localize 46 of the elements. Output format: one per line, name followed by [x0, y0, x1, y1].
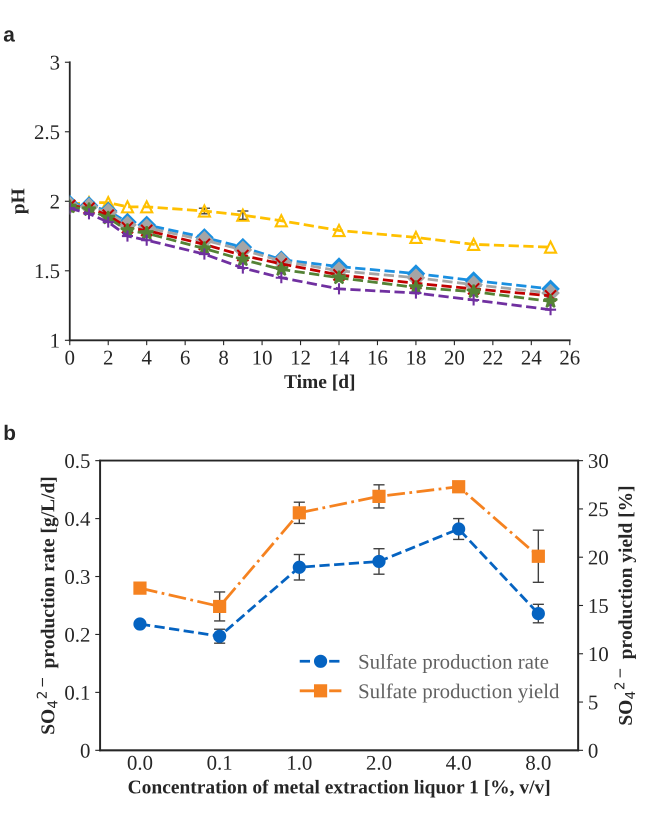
- x-tick-label: 10: [253, 350, 272, 365]
- y2-tick-label: 20: [588, 550, 608, 565]
- x-tick-label: 18: [407, 350, 426, 365]
- y-tick-label: 0.3: [65, 570, 90, 584]
- x-tick-label: 16: [368, 350, 388, 365]
- x-axis-title: Time [d]: [284, 374, 354, 391]
- y-axis-title: SO$_{4}$$^{2−}$ production rate [g/L/d]: [36, 478, 58, 734]
- x-tick-label: 12: [292, 350, 310, 364]
- x-tick-label: 26: [560, 350, 580, 365]
- y2-tick-label: 5: [589, 696, 598, 710]
- x-tick-label: 1.0: [288, 756, 312, 770]
- x-tick-label: 8: [219, 350, 228, 365]
- y-tick-label: 2: [50, 194, 59, 209]
- y2-axis-title: SO$_{4}$$^{2−}$ production yield [%]: [614, 486, 636, 725]
- chart-title: a: [4, 30, 15, 42]
- x-tick-label: 20: [444, 350, 464, 365]
- y-tick-label: 1.5: [36, 264, 60, 278]
- legend-label: Sulfate production rate: [359, 654, 548, 674]
- x-tick-label: 24: [522, 350, 542, 364]
- y-tick-label: 0.2: [65, 628, 90, 642]
- x-tick-label: 4.0: [446, 756, 471, 770]
- legend-label: Sulfate production yield: [359, 683, 560, 703]
- y2-tick-label: 25: [588, 502, 608, 516]
- x-tick-label: 4: [142, 350, 152, 364]
- x-tick-label: 6: [180, 350, 190, 365]
- y-tick-label: 2.5: [34, 125, 60, 140]
- y-tick-label: 0: [80, 744, 90, 758]
- x-tick-label: 14: [330, 350, 350, 364]
- x-tick-label: 2: [104, 350, 112, 364]
- y2-tick-label: 0: [588, 744, 598, 758]
- y2-tick-label: 15: [590, 598, 608, 613]
- chart-title: b: [4, 424, 16, 440]
- y-tick-label: 3: [50, 56, 60, 70]
- x-tick-label: 0.1: [207, 756, 232, 770]
- y2-tick-label: 30: [588, 454, 608, 468]
- y2-tick-label: 10: [590, 647, 608, 662]
- x-tick-label: 22: [483, 350, 502, 364]
- x-axis-title: Concentration of metal extraction liquor 1 [%, v/v]: [128, 780, 550, 798]
- y-tick-label: 0.5: [65, 454, 90, 468]
- x-tick-label: 2.0: [366, 756, 392, 770]
- y-tick-label: 0.4: [65, 512, 90, 526]
- y-tick-label: 0.1: [65, 686, 90, 700]
- y-axis-title: pH: [12, 188, 28, 214]
- x-tick-label: 8.0: [526, 756, 551, 770]
- x-tick-label: 0.0: [128, 756, 152, 770]
- y-tick-label: 1: [51, 334, 59, 348]
